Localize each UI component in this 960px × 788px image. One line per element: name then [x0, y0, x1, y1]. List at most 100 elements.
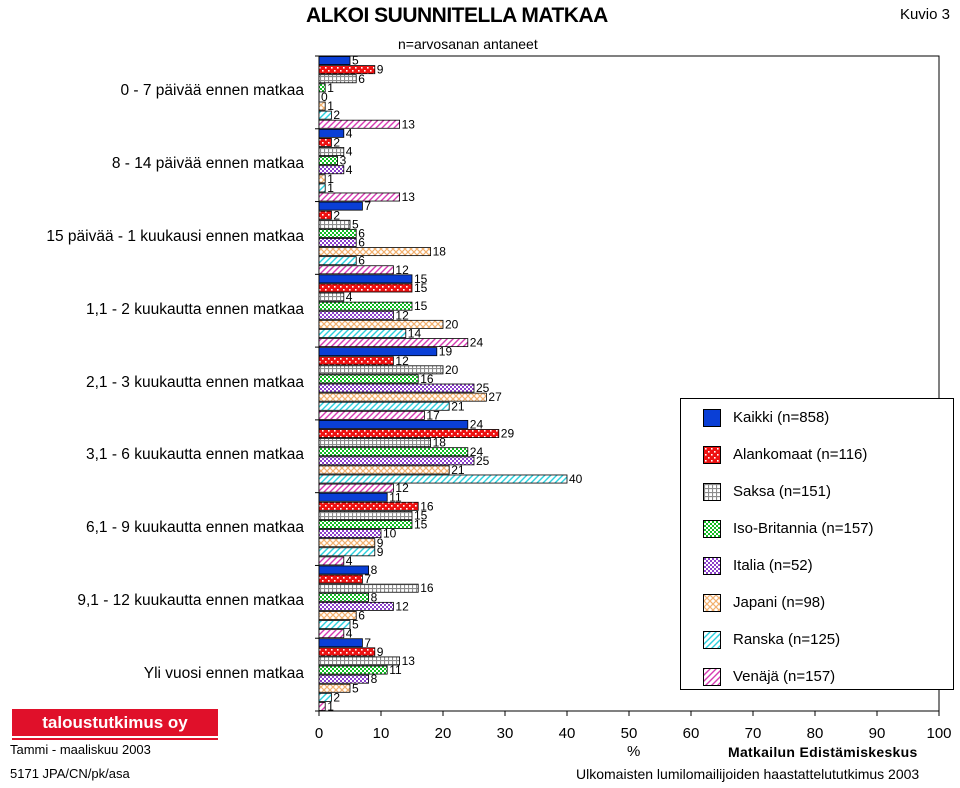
bar-value-label: 4: [346, 163, 353, 177]
bar-value-label: 27: [488, 390, 502, 404]
bar: [318, 611, 357, 620]
category-label: 15 päivää - 1 kuukausi ennen matkaa: [46, 227, 304, 245]
bar: [318, 647, 376, 657]
bar: [318, 210, 332, 220]
legend-swatch: [703, 446, 721, 464]
bar: [318, 174, 326, 184]
bar-value-label: 14: [408, 327, 422, 341]
bar-value-label: 20: [445, 317, 459, 331]
bar: [318, 601, 394, 611]
bar: [318, 456, 475, 466]
bar-value-label: 15: [414, 508, 428, 522]
bar: [318, 556, 345, 566]
bar: [318, 356, 394, 366]
bar-value-label: 16: [420, 499, 434, 513]
survey-name: Ulkomaisten lumilomailijoiden haastattel…: [576, 766, 920, 782]
bar: [318, 192, 400, 202]
bar-value-label: 12: [395, 263, 409, 277]
bar: [318, 56, 351, 65]
bar-value-label: 16: [420, 581, 434, 595]
x-tick-label: 10: [372, 725, 390, 742]
bar-value-label: 1: [327, 172, 334, 186]
bar-value-label: 2: [333, 135, 340, 149]
bar: [318, 347, 438, 357]
chart-title: ALKOI SUUNNITELLA MATKAA: [306, 4, 608, 27]
legend-swatch: [703, 594, 721, 612]
bar-value-label: 9: [377, 645, 384, 659]
bar-value-label: 7: [364, 199, 371, 213]
bar: [318, 156, 339, 166]
bar: [318, 83, 326, 93]
bar-value-label: 0: [321, 90, 328, 104]
bar: [318, 265, 394, 275]
bar: [318, 492, 388, 502]
bar: [318, 538, 376, 548]
bar-value-label: 12: [395, 599, 409, 613]
bar: [318, 501, 419, 511]
bar: [318, 629, 345, 639]
bar: [318, 674, 369, 684]
bar-value-label: 15: [414, 281, 428, 295]
bar-value-label: 4: [346, 627, 353, 641]
legend-label: Saksa (n=151): [733, 483, 831, 500]
bar: [318, 274, 413, 284]
bar-value-label: 24: [470, 445, 484, 459]
bar: [318, 238, 357, 247]
legend-swatch: [703, 409, 721, 427]
bar: [318, 374, 419, 384]
bar-value-label: 40: [569, 472, 583, 486]
bar: [318, 410, 425, 420]
bar-value-label: 12: [395, 481, 409, 495]
bar-value-label: 21: [451, 399, 465, 413]
legend-label: Alankomaat (n=116): [733, 446, 868, 463]
bar-value-label: 21: [451, 463, 465, 477]
bar-value-label: 24: [470, 417, 484, 431]
bar-value-label: 15: [414, 272, 428, 286]
logo-underline: [12, 738, 218, 740]
bar-value-label: 18: [433, 436, 447, 450]
bar-value-label: 24: [470, 336, 484, 350]
bar: [318, 329, 407, 338]
bar-value-label: 25: [476, 454, 490, 468]
chart-subtitle: n=arvosanan antaneet: [398, 36, 538, 52]
bar-value-label: 4: [346, 290, 353, 304]
bar: [318, 702, 326, 711]
category-label: 6,1 - 9 kuukautta ennen matkaa: [85, 519, 304, 537]
x-tick-label: 90: [868, 725, 886, 742]
bar-value-label: 16: [420, 372, 434, 386]
x-tick-label: 50: [620, 725, 638, 742]
legend-swatch: [703, 668, 721, 686]
x-tick-label: 40: [558, 725, 576, 742]
bar: [318, 165, 345, 175]
bar: [318, 474, 568, 484]
bar-value-label: 7: [364, 572, 371, 586]
bar-value-label: 9: [377, 536, 384, 550]
bar: [318, 692, 332, 702]
bar: [318, 183, 326, 193]
bar: [318, 256, 357, 266]
bar: [318, 319, 444, 329]
x-tick-label: 100: [926, 725, 952, 742]
bar-value-label: 2: [333, 208, 340, 222]
category-label: 0 - 7 päivää ennen matkaa: [120, 82, 304, 100]
bar: [318, 419, 469, 429]
bar-value-label: 13: [402, 117, 416, 131]
bar: [318, 574, 363, 584]
category-label: Yli vuosi ennen matkaa: [143, 664, 304, 682]
bar: [318, 665, 388, 675]
bar: [318, 365, 444, 375]
x-tick-label: 20: [434, 725, 452, 742]
x-tick-label: 70: [744, 725, 762, 742]
bar: [318, 483, 394, 493]
bar: [318, 520, 413, 529]
legend-label: Kaikki (n=858): [733, 409, 830, 426]
bar-value-label: 1: [327, 181, 334, 195]
figure-number: Kuvio 3: [899, 6, 950, 23]
bar: [318, 338, 469, 348]
bar-value-label: 2: [333, 690, 340, 704]
bar-value-label: 13: [402, 654, 416, 668]
x-tick-label: 30: [496, 725, 514, 742]
bar: [318, 592, 369, 602]
bar-value-label: 4: [346, 126, 353, 140]
bar: [318, 656, 400, 666]
